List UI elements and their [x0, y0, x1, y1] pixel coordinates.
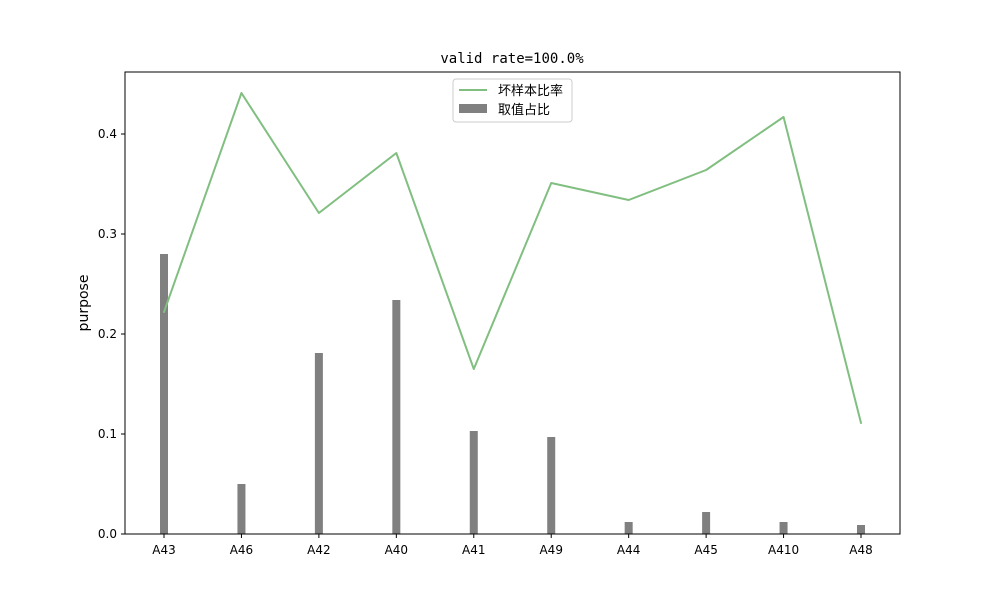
bars-layer	[160, 254, 865, 534]
x-tick-label-A45: A45	[694, 543, 717, 557]
bar-A410	[780, 522, 788, 534]
bar-A49	[547, 437, 555, 534]
legend-bar-swatch	[459, 104, 487, 113]
y-tick-label: 0.4	[98, 127, 117, 141]
bar-A42	[315, 353, 323, 534]
x-tick-label-A410: A410	[768, 543, 799, 557]
y-tick-label: 0.2	[98, 327, 117, 341]
legend: 坏样本比率 取值占比	[453, 79, 572, 122]
y-tick-label: 0.0	[98, 527, 117, 541]
bar-A40	[392, 300, 400, 534]
y-axis-label: purpose	[76, 275, 92, 332]
x-tick-label-A44: A44	[617, 543, 640, 557]
line-series-bad-rate	[164, 93, 861, 423]
legend-line-label: 坏样本比率	[498, 83, 563, 99]
bar-A48	[857, 525, 865, 534]
bar-A46	[237, 484, 245, 534]
bar-A44	[625, 522, 633, 534]
chart-title: valid rate=100.0%	[440, 51, 584, 67]
x-tick-label-A48: A48	[849, 543, 872, 557]
plot-frame	[125, 72, 900, 534]
line-layer	[164, 93, 861, 423]
y-tick-label: 0.3	[98, 227, 117, 241]
x-tick-label-A41: A41	[462, 543, 485, 557]
bar-A45	[702, 512, 710, 534]
x-tick-label-A49: A49	[539, 543, 562, 557]
legend-bar-label: 取值占比	[498, 102, 550, 118]
y-axis: 0.0 0.1 0.2 0.3 0.4	[98, 127, 125, 541]
x-axis: A43 A46 A42 A40 A41 A49 A44 A45 A410 A48	[152, 534, 872, 557]
x-tick-label-A43: A43	[152, 543, 175, 557]
x-tick-label-A40: A40	[385, 543, 408, 557]
bar-A43	[160, 254, 168, 534]
y-tick-label: 0.1	[98, 427, 117, 441]
x-tick-label-A46: A46	[230, 543, 253, 557]
x-tick-label-A42: A42	[307, 543, 330, 557]
bar-A41	[470, 431, 478, 534]
